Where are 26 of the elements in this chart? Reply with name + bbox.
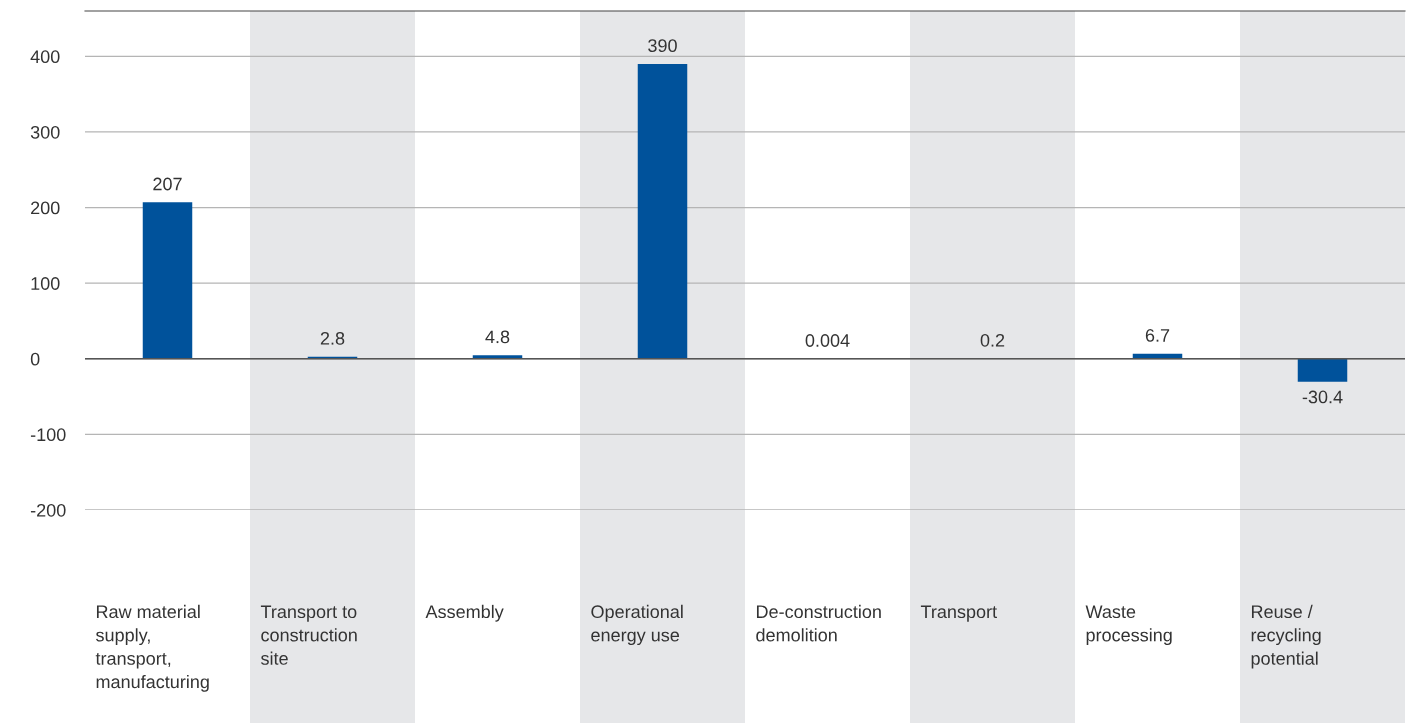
y-tick-label: 300 xyxy=(30,125,60,139)
y-tick-label: 200 xyxy=(31,201,60,215)
x-tick-label: Operational energy use xyxy=(591,604,683,646)
bar xyxy=(1297,358,1348,382)
data-label: -30.4 xyxy=(1302,390,1343,404)
data-label: 0.2 xyxy=(980,333,1005,347)
data-label: 0.004 xyxy=(805,334,850,347)
x-tick-label: Waste processing xyxy=(1085,605,1172,646)
x-tick-label: Raw material supply, transport, manufacturing xyxy=(95,604,209,692)
bar xyxy=(142,202,193,359)
x-tick-label: Transport xyxy=(920,605,997,622)
y-tick-label: 0 xyxy=(30,352,40,366)
y-tick-label: -200 xyxy=(30,503,66,517)
y-tick-label: -100 xyxy=(30,428,66,442)
y-tick-label: 100 xyxy=(31,277,60,290)
data-label: 4.8 xyxy=(485,330,510,344)
data-label: 2.8 xyxy=(320,331,345,345)
y-tick-label: 400 xyxy=(30,50,60,64)
data-label: 207 xyxy=(153,177,182,191)
x-tick-label: Reuse / recycling potential xyxy=(1251,604,1321,669)
bar xyxy=(637,63,688,359)
x-tick-label: De-construction demolition xyxy=(756,604,881,642)
x-tick-label: Transport to construction site xyxy=(260,605,357,665)
data-label: 390 xyxy=(648,39,677,53)
data-label: 6.7 xyxy=(1145,329,1170,342)
x-tick-label: Assembly xyxy=(425,604,504,622)
